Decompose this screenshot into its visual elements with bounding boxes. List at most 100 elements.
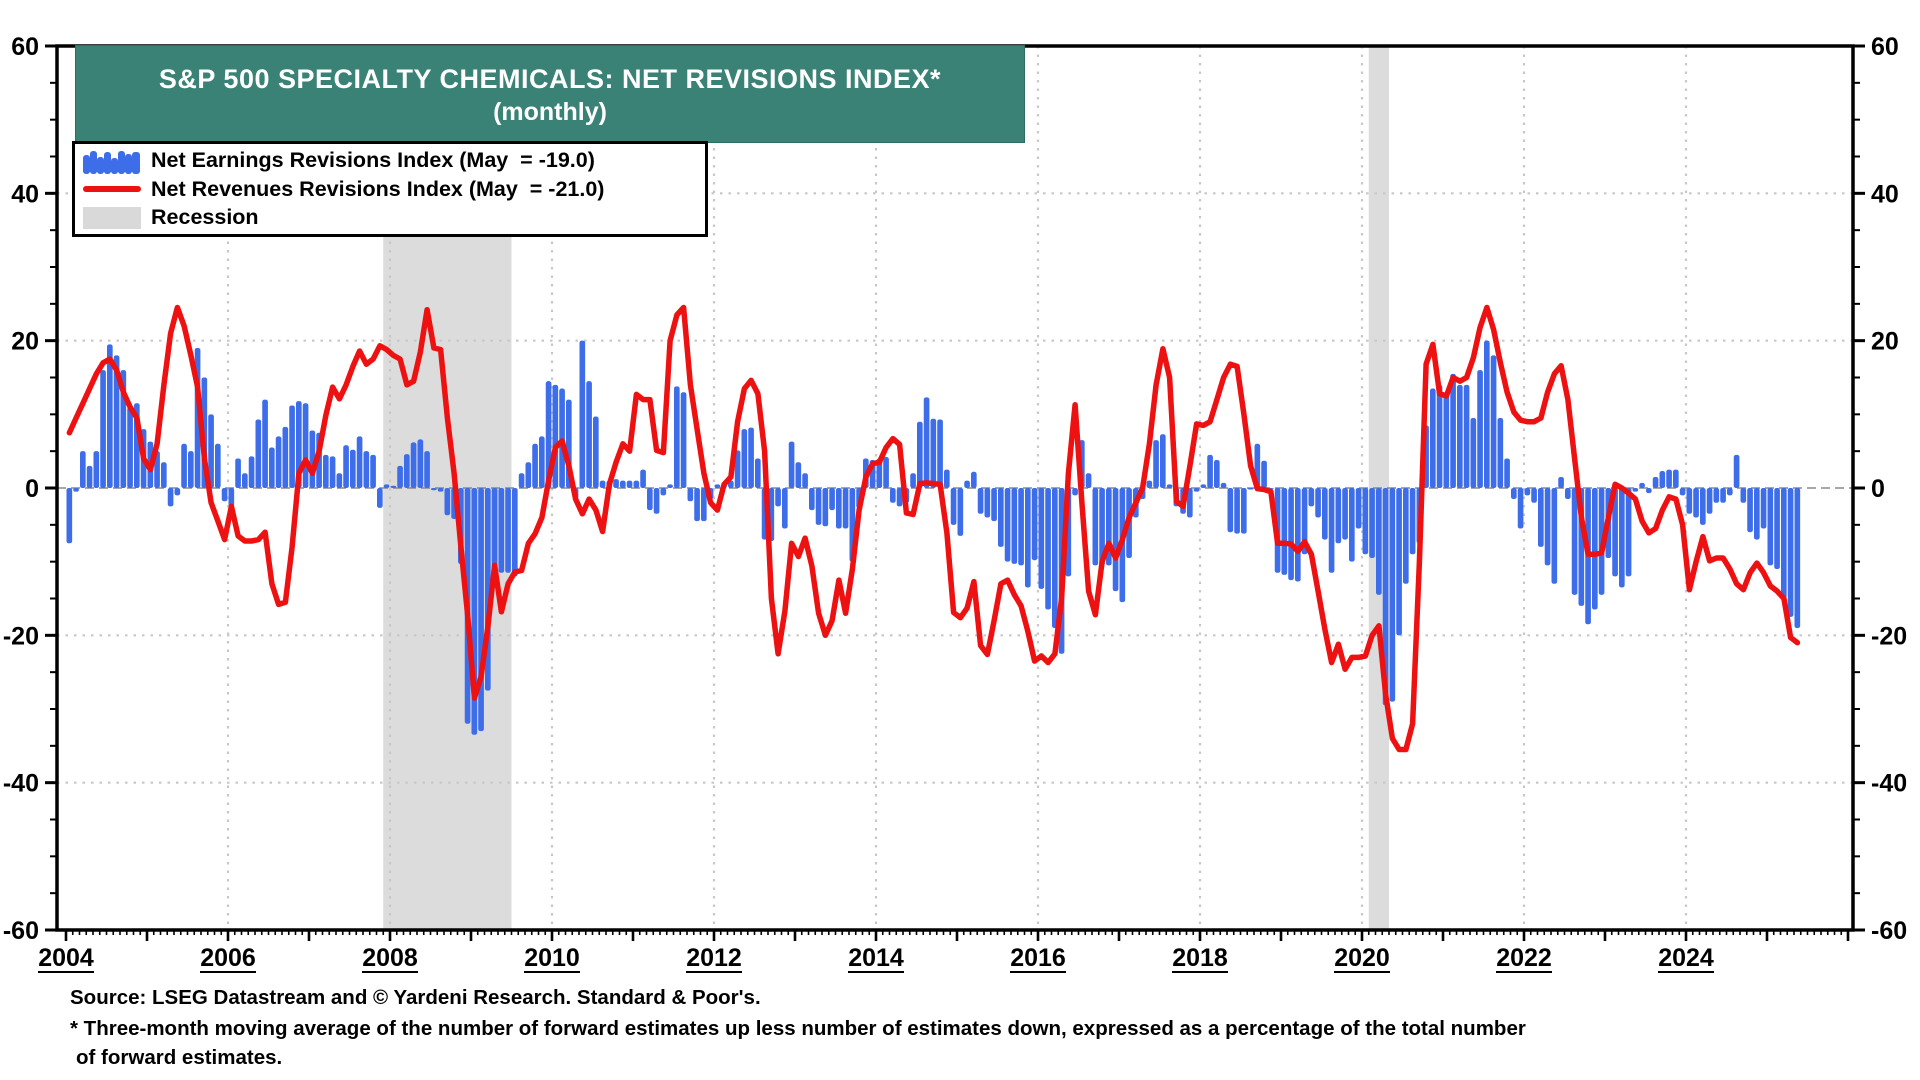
earnings-bar [343, 445, 349, 488]
earnings-bar [161, 462, 167, 488]
earnings-bar [73, 488, 79, 492]
legend-label-recession: Recession [151, 205, 259, 229]
earnings-bar [113, 355, 120, 488]
earnings-bar [127, 406, 133, 488]
earnings-bar [1619, 488, 1625, 588]
earnings-bar [1511, 488, 1517, 500]
legend-label-earnings: Net Earnings Revisions Index (May = -19.… [151, 148, 595, 172]
earnings-bar [680, 392, 687, 488]
earnings-bar [1544, 488, 1551, 566]
earnings-bar [613, 479, 619, 488]
y-tick-label-left: -40 [3, 770, 39, 798]
earnings-bar [1389, 488, 1396, 702]
earnings-bar [1018, 488, 1024, 566]
earnings-bar [1004, 488, 1011, 562]
earnings-bar [1349, 488, 1355, 562]
earnings-bar [842, 488, 849, 529]
earnings-bar [1099, 488, 1105, 566]
y-tick-label-right: 0 [1871, 475, 1885, 503]
earnings-bar [788, 441, 795, 488]
earnings-bar [377, 488, 383, 508]
earnings-bar [674, 386, 680, 488]
footnote-line-2: of forward estimates. [76, 1046, 283, 1069]
earnings-bar [1436, 384, 1443, 488]
gridlines [57, 46, 1853, 930]
x-tick-label: 2008 [362, 944, 418, 972]
earnings-bar [1031, 488, 1038, 561]
y-tick-label-left: -20 [3, 622, 39, 650]
earnings-bar [599, 480, 606, 488]
earnings-bar [350, 449, 356, 488]
earnings-bar [1781, 488, 1787, 599]
earnings-bar [174, 488, 181, 496]
earnings-bar [505, 488, 511, 573]
earnings-bar [1470, 418, 1477, 488]
earnings-bar [80, 451, 86, 488]
earnings-bar [1531, 488, 1537, 503]
earnings-bar [1754, 488, 1760, 540]
earnings-bar [1308, 488, 1315, 507]
earnings-bar [1625, 488, 1632, 577]
earnings-bar [100, 370, 106, 488]
y-tick-label-right: -60 [1871, 917, 1907, 945]
earnings-bar [424, 451, 430, 488]
earnings-bar [404, 454, 410, 488]
earnings-bar [1463, 384, 1470, 488]
earnings-bar [1571, 488, 1578, 595]
earnings-bar [984, 488, 991, 518]
earnings-bar [1187, 488, 1193, 518]
y-tick-label-left: -60 [3, 917, 39, 945]
earnings-bar [1160, 434, 1166, 488]
earnings-bar [1787, 488, 1794, 617]
earnings-bar [1295, 488, 1301, 582]
earnings-bar [1639, 482, 1645, 488]
earnings-bar [917, 421, 923, 488]
earnings-bar [829, 488, 835, 511]
earnings-revisions-bars [66, 340, 1801, 735]
earnings-bar [1281, 488, 1288, 575]
earnings-bar [1524, 488, 1531, 496]
earnings-bar [944, 469, 950, 488]
earnings-bar [1403, 488, 1409, 584]
earnings-bar [1706, 488, 1713, 514]
earnings-bar [1207, 454, 1213, 488]
earnings-bar [1484, 340, 1490, 488]
earnings-bar [971, 471, 977, 488]
earnings-bar [167, 488, 174, 507]
earnings-bar [626, 480, 633, 488]
earnings-bar [687, 488, 694, 502]
chart-title-box: S&P 500 SPECIALTY CHEMICALS: NET REVISIO… [75, 45, 1025, 143]
earnings-bar [329, 456, 336, 488]
earnings-bar [512, 488, 518, 577]
earnings-bar [1504, 458, 1510, 488]
y-tick-label-right: 60 [1871, 33, 1899, 61]
earnings-bar [883, 457, 889, 488]
earnings-bar [1443, 392, 1450, 488]
earnings-bar [1727, 488, 1733, 496]
earnings-bar [660, 488, 667, 496]
y-axis: -60 -60 -40 -40 -20 -20 0 0 20 20 40 40 60 60 [3, 33, 1907, 945]
earnings-bar [1558, 476, 1564, 488]
earnings-bar [1652, 476, 1659, 488]
earnings-bar [923, 397, 930, 488]
footnote-line-1: * Three-month moving average of the numb… [70, 1017, 1526, 1040]
earnings-bar [1322, 488, 1328, 540]
earnings-bar [876, 458, 883, 488]
earnings-bar [1565, 488, 1571, 500]
earnings-bar [532, 443, 538, 488]
earnings-bar [518, 473, 525, 488]
earnings-bar [1646, 488, 1652, 494]
earnings-bar [937, 419, 943, 488]
earnings-bar [1767, 488, 1774, 566]
earnings-bar [1409, 488, 1416, 555]
earnings-bar [397, 465, 403, 488]
earnings-bar [1045, 488, 1051, 610]
earnings-bar [701, 488, 707, 522]
earnings-bar [1227, 488, 1234, 533]
earnings-bar [242, 473, 248, 488]
earnings-bar [1632, 488, 1639, 492]
earnings-bar [1335, 488, 1342, 544]
source-line: Source: LSEG Datastream and © Yardeni Re… [70, 986, 761, 1009]
earnings-bar [896, 488, 903, 507]
